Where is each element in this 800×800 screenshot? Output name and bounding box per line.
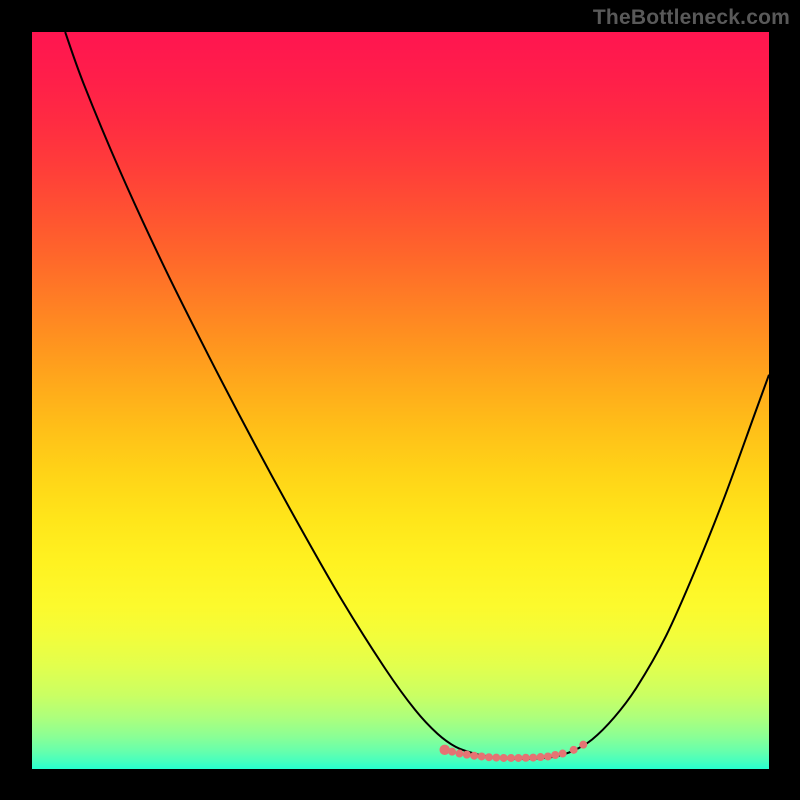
optimal-point-icon — [440, 745, 450, 755]
curve-layer — [0, 0, 800, 800]
chart-container: TheBottleneck.com — [0, 0, 800, 800]
optimal-marker — [440, 741, 588, 762]
bottleneck-curve — [65, 32, 769, 759]
